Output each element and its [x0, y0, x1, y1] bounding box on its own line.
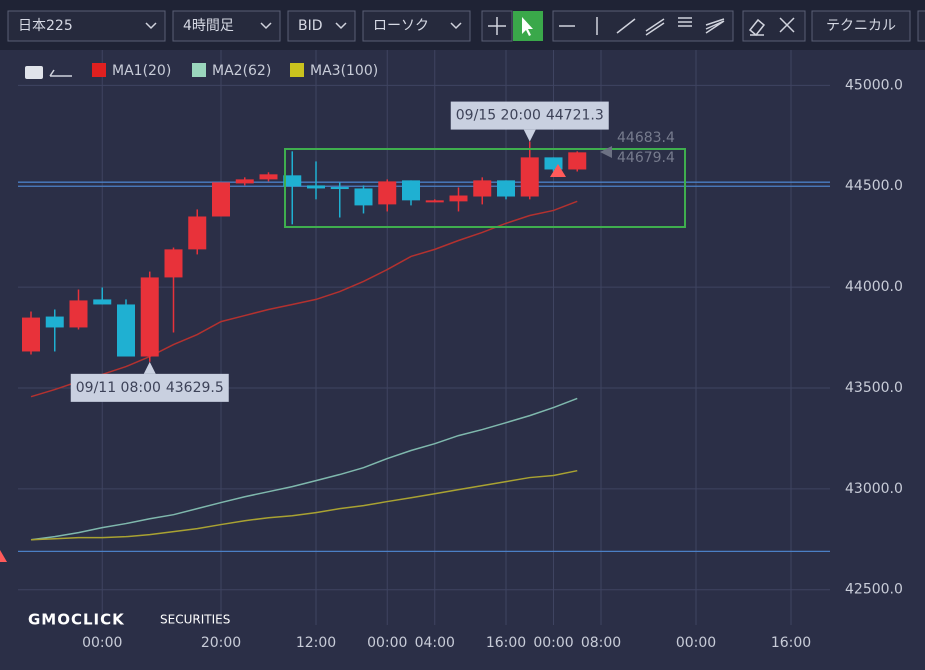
logo-suffix: SECURITIES	[160, 613, 230, 627]
x-tick-label: 00:00	[82, 635, 122, 651]
candle-body	[117, 304, 135, 357]
candle-body	[307, 185, 325, 189]
tooltip-pointer	[143, 361, 156, 374]
dropdown[interactable]: 4時間足	[172, 10, 281, 42]
price-arrow	[600, 146, 612, 158]
logo: GMOCLICK	[28, 611, 125, 629]
price-label: 44683.4	[617, 130, 675, 146]
dropdown-label: ローソク	[373, 18, 429, 34]
trade-marker	[550, 164, 566, 177]
x-tick-label: 00:00	[676, 635, 716, 651]
y-tick-label: 43500.0	[845, 380, 903, 396]
y-tick-label: 44000.0	[845, 279, 903, 295]
drawn-rectangle	[284, 148, 686, 228]
candle-body	[69, 300, 88, 328]
legend-swatch	[290, 63, 304, 77]
draw-tools[interactable]	[552, 10, 734, 42]
candle-body	[283, 175, 302, 187]
candle-body	[22, 317, 40, 352]
candle-body	[354, 188, 373, 206]
dropdown[interactable]: BID	[287, 10, 356, 42]
erase-tools[interactable]	[742, 10, 806, 42]
candle-body	[378, 181, 397, 205]
tooltip-box	[70, 373, 229, 402]
x-tick-label: 08:00	[581, 635, 621, 651]
x-tick-label: 16:00	[771, 635, 811, 651]
tooltip-price: 43629.5	[166, 380, 224, 396]
candle-body	[93, 299, 112, 305]
y-tick-label: 45000.0	[845, 77, 903, 93]
legend-label: MA1(20)	[112, 63, 171, 79]
x-tick-label: 04:00	[415, 635, 455, 651]
tooltip-time: 09/15 20:00	[456, 108, 541, 124]
x-tick-label: 16:00	[486, 635, 526, 651]
technical-button[interactable]: テクニカル	[811, 10, 911, 42]
ma-line	[30, 469, 578, 541]
price-label: 44679.4	[617, 150, 675, 166]
tooltip: 09/15 20:00 44721.3	[450, 101, 609, 142]
x-tick-label: 00:00	[533, 635, 573, 651]
candle-body	[235, 179, 254, 184]
x-tick-label: 00:00	[367, 635, 407, 651]
y-tick-label: 44500.0	[845, 178, 903, 194]
candle-body	[212, 182, 230, 217]
button-label: テクニカル	[826, 18, 896, 34]
crosshair-button[interactable]	[481, 10, 513, 42]
candle-body	[45, 316, 64, 328]
dropdown-label: BID	[298, 18, 323, 34]
tooltip-box	[450, 101, 609, 130]
legend-icons	[25, 66, 72, 79]
dropdown-label: 日本225	[18, 18, 73, 34]
cursor-button[interactable]	[513, 11, 543, 41]
tooltip-price: 44721.3	[546, 108, 604, 124]
dropdown[interactable]: 日本225	[7, 10, 166, 42]
ma-line	[30, 397, 578, 541]
tooltip-time: 09/11 08:00	[76, 380, 161, 396]
candle-body	[188, 216, 207, 250]
legend-label: MA2(62)	[212, 63, 271, 79]
tooltip: 09/11 08:00 43629.5	[70, 361, 229, 402]
y-tick-label: 43000.0	[845, 481, 903, 497]
tooltip-pointer	[523, 129, 536, 142]
candle-body	[330, 187, 349, 190]
candle-body	[568, 152, 587, 170]
candle-body	[425, 200, 444, 203]
ma-line	[30, 200, 578, 398]
candle-body	[259, 174, 278, 180]
x-tick-label: 20:00	[201, 635, 241, 651]
trade-marker	[0, 550, 7, 562]
y-tick-label: 42500.0	[845, 582, 903, 598]
candle-body	[140, 277, 159, 357]
candle-body	[473, 180, 492, 197]
more-button[interactable]	[917, 10, 925, 42]
legend-label: MA3(100)	[310, 63, 378, 79]
candle-body	[520, 157, 539, 197]
legend-swatch	[92, 63, 106, 77]
dropdown-label: 4時間足	[183, 18, 234, 34]
candle-body	[449, 195, 468, 202]
candle-body	[164, 249, 183, 278]
legend-swatch	[192, 63, 206, 77]
candle-body	[497, 180, 515, 197]
candle-body	[402, 180, 420, 201]
x-tick-label: 12:00	[296, 635, 336, 651]
dropdown[interactable]: ローソク	[362, 10, 471, 42]
